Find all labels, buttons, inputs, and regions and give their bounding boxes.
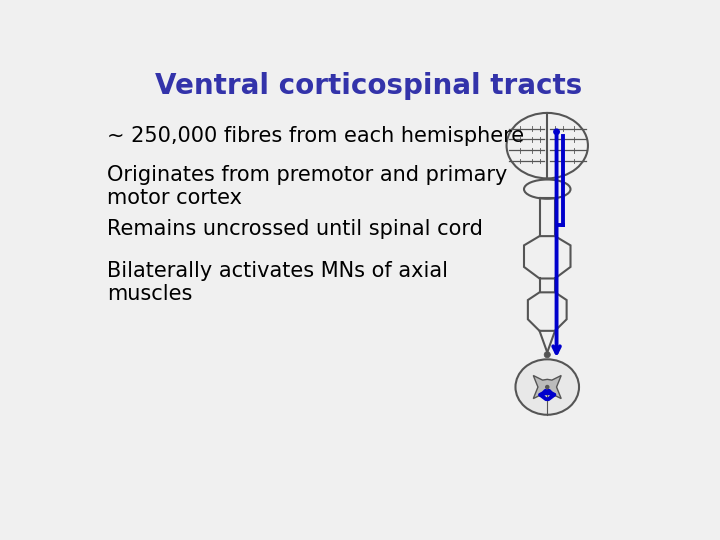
Circle shape <box>544 352 550 358</box>
Text: Remains uncrossed until spinal cord: Remains uncrossed until spinal cord <box>107 219 483 239</box>
Ellipse shape <box>516 359 579 415</box>
Circle shape <box>546 386 549 389</box>
Text: Bilaterally activates MNs of axial
muscles: Bilaterally activates MNs of axial muscl… <box>107 261 448 305</box>
Polygon shape <box>534 375 561 399</box>
Text: ~ 250,000 fibres from each hemisphere: ~ 250,000 fibres from each hemisphere <box>107 126 524 146</box>
Text: Ventral corticospinal tracts: Ventral corticospinal tracts <box>156 72 582 100</box>
Text: Originates from premotor and primary
motor cortex: Originates from premotor and primary mot… <box>107 165 508 208</box>
Circle shape <box>554 129 559 134</box>
